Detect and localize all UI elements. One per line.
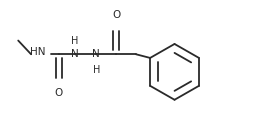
Text: N: N [71, 49, 78, 59]
Text: O: O [112, 10, 120, 20]
Text: H: H [71, 36, 78, 46]
Text: HN: HN [30, 47, 45, 57]
Text: H: H [93, 65, 100, 75]
Text: O: O [55, 88, 63, 98]
Text: N: N [93, 49, 100, 59]
